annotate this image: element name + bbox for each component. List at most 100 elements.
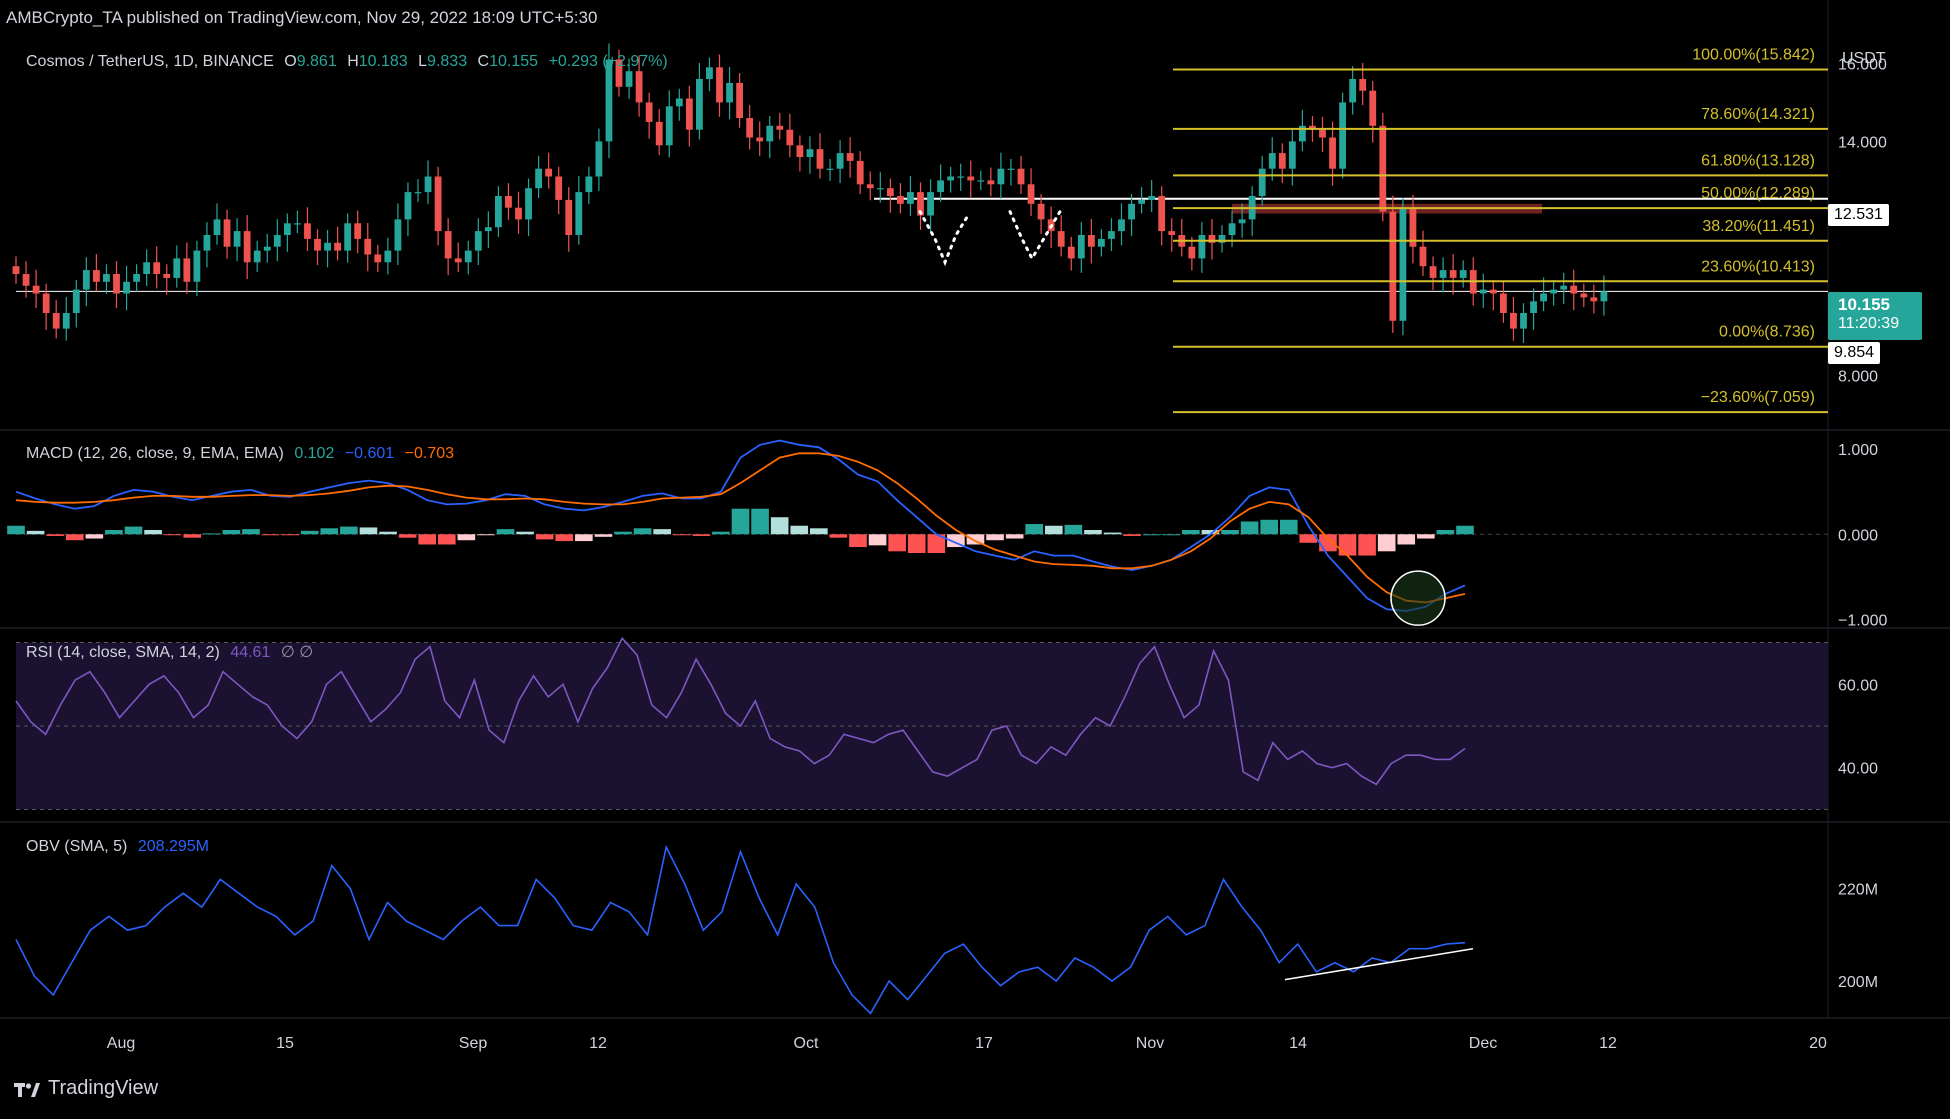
candle-body bbox=[253, 250, 261, 263]
candle-body bbox=[1158, 196, 1166, 232]
candle-body bbox=[1218, 235, 1226, 243]
candle-body bbox=[52, 313, 60, 329]
macd-histogram-bar bbox=[379, 531, 397, 535]
macd-histogram-bar bbox=[1358, 534, 1376, 556]
tradingview-logo[interactable]: TradingView bbox=[14, 1077, 158, 1100]
candle-body bbox=[203, 235, 211, 251]
macd-histogram-bar bbox=[1123, 534, 1141, 536]
candle-body bbox=[1349, 79, 1357, 103]
price-axis-tick: 16.000 bbox=[1838, 56, 1887, 73]
macd-histogram-bar bbox=[1064, 524, 1083, 535]
macd-title: MACD (12, 26, close, 9, EMA, EMA) bbox=[26, 445, 284, 462]
macd-histogram-bar bbox=[242, 529, 260, 535]
ohlc-high: 10.183 bbox=[358, 53, 408, 70]
candle-body bbox=[937, 180, 944, 193]
candle-body bbox=[675, 98, 683, 107]
macd-histogram-bar bbox=[320, 528, 339, 535]
candle-body bbox=[907, 192, 914, 204]
candle-body bbox=[364, 238, 372, 255]
candle-body bbox=[273, 235, 281, 247]
candle-body bbox=[1560, 285, 1568, 290]
fib-level-label: 50.00%(12.289) bbox=[1701, 185, 1815, 202]
time-axis-label: Nov bbox=[1136, 1035, 1164, 1052]
time-axis-label: 15 bbox=[276, 1035, 294, 1052]
candle-body bbox=[665, 106, 673, 146]
macd-histogram-bar bbox=[300, 530, 319, 535]
countdown-badge: 11:20:39 bbox=[1838, 315, 1900, 332]
price-axis-tick: 14.000 bbox=[1838, 134, 1887, 151]
candle-body bbox=[133, 274, 140, 282]
macd-histogram-bar bbox=[1162, 534, 1181, 536]
candle-body bbox=[1520, 313, 1527, 329]
macd-histogram-bar bbox=[1260, 519, 1279, 535]
candle-body bbox=[464, 250, 472, 263]
candle-body bbox=[143, 262, 151, 274]
candle-body bbox=[726, 82, 733, 103]
candle-body bbox=[1278, 153, 1286, 169]
macd-histogram-bar bbox=[829, 534, 848, 538]
obv-axis-tick: 200M bbox=[1838, 974, 1878, 991]
macd-histogram-bar bbox=[712, 531, 730, 535]
candle-body bbox=[977, 180, 985, 182]
candle-body bbox=[1027, 184, 1035, 204]
macd-histogram-bar bbox=[1397, 534, 1416, 545]
macd-histogram-bar bbox=[1221, 530, 1239, 535]
candle-body bbox=[173, 258, 181, 278]
obv-line bbox=[15, 844, 1466, 1015]
candle-body bbox=[62, 313, 70, 329]
candle-body bbox=[495, 196, 502, 228]
macd-histogram-bar bbox=[555, 534, 574, 542]
ohlc-h-label: H bbox=[347, 53, 359, 70]
candle-body bbox=[605, 59, 613, 142]
candle-body bbox=[685, 98, 693, 130]
candle-body bbox=[22, 274, 30, 286]
macd-histogram-bar bbox=[418, 534, 437, 545]
macd-histogram-bar bbox=[261, 534, 280, 536]
macd-histogram-bar bbox=[731, 508, 750, 535]
ohlc-c-label: C bbox=[477, 53, 490, 70]
candle-body bbox=[1359, 79, 1367, 91]
ohlc-o-label: O bbox=[284, 53, 297, 70]
candle-body bbox=[716, 67, 723, 103]
candle-body bbox=[736, 82, 743, 118]
rsi-line bbox=[15, 636, 1466, 786]
candle-body bbox=[1299, 125, 1306, 142]
candle-body bbox=[565, 199, 573, 235]
macd-histogram-bar bbox=[535, 534, 554, 540]
currency-label: USDT bbox=[1842, 50, 1886, 67]
price-axis-tick: 8.000 bbox=[1838, 368, 1878, 385]
candle-body bbox=[897, 196, 904, 204]
ohlc-l-label: L bbox=[418, 53, 428, 70]
candle-body bbox=[1228, 223, 1236, 235]
candle-body bbox=[706, 67, 713, 79]
candle-body bbox=[1419, 246, 1427, 267]
candle-body bbox=[233, 231, 241, 247]
candle-body bbox=[816, 149, 824, 169]
macd-histogram-bar bbox=[457, 534, 476, 541]
macd-histogram-bar bbox=[1142, 534, 1161, 536]
macd-histogram-bar bbox=[144, 530, 162, 535]
candle-body bbox=[384, 250, 392, 263]
macd-histogram-bar bbox=[653, 529, 671, 535]
candle-body bbox=[1128, 203, 1135, 220]
ohlc-low: 9.833 bbox=[427, 53, 468, 70]
candle-body bbox=[1118, 219, 1125, 232]
macd-histogram-bar bbox=[496, 529, 515, 535]
candle-body bbox=[655, 121, 663, 146]
obv-axis-tick: 220M bbox=[1838, 882, 1878, 899]
candle-body bbox=[776, 125, 784, 130]
candle-body bbox=[354, 223, 362, 239]
candle-body bbox=[12, 266, 20, 274]
macd-histogram-bar bbox=[163, 534, 182, 536]
candle-body bbox=[404, 192, 412, 220]
macd-histogram-bar bbox=[1240, 521, 1259, 535]
candle-body bbox=[374, 254, 382, 263]
candle-body bbox=[1459, 270, 1467, 278]
fib-level-label: 38.20%(11.451) bbox=[1702, 218, 1815, 235]
macd-histogram-bar bbox=[1319, 534, 1337, 552]
rsi-value: 44.61 bbox=[230, 644, 271, 661]
candle-body bbox=[836, 153, 844, 169]
candle-body bbox=[535, 168, 542, 189]
candle-body bbox=[505, 196, 512, 208]
time-axis-label: 17 bbox=[975, 1035, 993, 1052]
